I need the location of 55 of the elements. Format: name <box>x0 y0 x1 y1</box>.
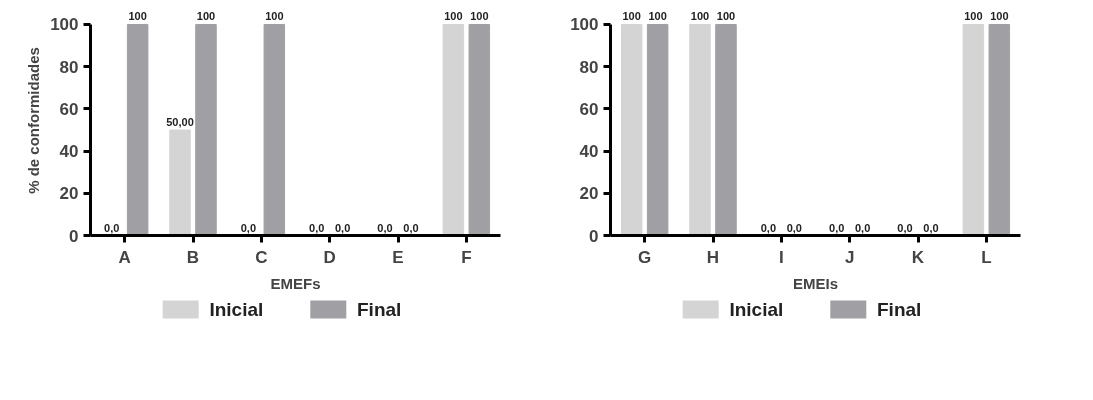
x-tick-label: D <box>323 247 336 267</box>
data-label: 0,0 <box>335 221 351 234</box>
data-label: 100 <box>690 10 710 23</box>
y-tick-label: 0 <box>589 226 599 246</box>
x-tick-label: K <box>911 247 925 267</box>
data-label: 0,0 <box>760 221 776 234</box>
legend-label: Final <box>357 299 402 320</box>
x-axis-title: EMEIs <box>792 274 839 292</box>
data-label: 100 <box>964 10 983 23</box>
data-label: 100 <box>716 10 736 23</box>
data-label: 50,00 <box>166 116 194 128</box>
x-tick-label: G <box>638 247 652 267</box>
y-tick-label: 40 <box>579 142 599 162</box>
data-label: 100 <box>470 10 489 23</box>
y-tick-label: 100 <box>50 15 79 35</box>
data-label: 0,0 <box>897 221 913 234</box>
data-label: 100 <box>990 10 1009 23</box>
y-tick-label: 40 <box>59 142 79 162</box>
x-tick-label: L <box>981 247 992 267</box>
data-label: 100 <box>648 10 667 23</box>
x-tick-label: J <box>844 247 855 267</box>
y-tick-label: 80 <box>579 57 599 77</box>
x-tick-label: F <box>461 247 472 267</box>
x-axis-title: EMEFs <box>270 274 321 292</box>
x-tick-label: C <box>255 247 268 267</box>
data-label: 0,0 <box>786 221 802 234</box>
data-label: 0,0 <box>403 221 419 234</box>
x-tick-label: E <box>392 247 404 267</box>
y-axis-title: % de conformidades <box>25 47 43 194</box>
y-tick-label: 60 <box>579 99 599 119</box>
legend-label: Final <box>877 299 922 320</box>
legend-label: Inicial <box>209 299 264 320</box>
legend-label: Inicial <box>729 299 784 320</box>
data-label: 0,0 <box>829 221 845 234</box>
data-label: 100 <box>128 10 147 23</box>
y-tick-label: 0 <box>69 226 79 246</box>
y-tick-label: 20 <box>579 184 599 204</box>
y-tick-label: 80 <box>59 57 79 77</box>
x-tick-label: A <box>118 247 131 267</box>
x-tick-label: I <box>778 247 784 267</box>
data-label: 0,0 <box>377 221 393 234</box>
y-tick-label: 100 <box>570 15 599 35</box>
data-label: 0,0 <box>923 221 939 234</box>
data-label: 100 <box>444 10 463 23</box>
data-label: 0,0 <box>104 221 120 234</box>
y-tick-label: 20 <box>59 184 79 204</box>
data-label: 100 <box>622 10 641 23</box>
data-label: 0,0 <box>309 221 325 234</box>
x-tick-label: B <box>186 247 200 267</box>
data-label: 0,0 <box>855 221 871 234</box>
data-label: 100 <box>196 10 216 23</box>
y-tick-label: 60 <box>59 99 79 119</box>
data-label: 0,0 <box>240 221 256 234</box>
data-label: 100 <box>265 10 284 23</box>
x-tick-label: H <box>706 247 720 267</box>
